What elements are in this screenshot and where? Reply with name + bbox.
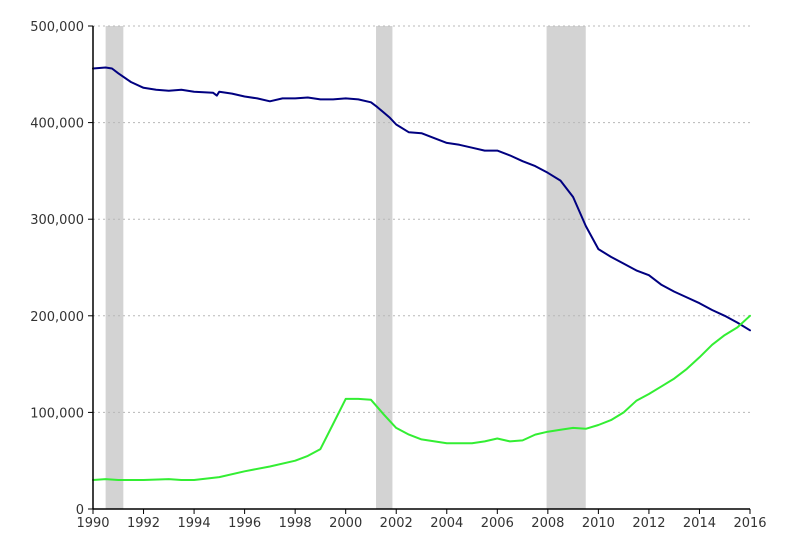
x-tick-label: 1994 bbox=[178, 516, 211, 531]
x-tick-label: 2010 bbox=[582, 516, 615, 531]
y-tick-label: 400,000 bbox=[30, 117, 84, 132]
x-tick-label: 2006 bbox=[481, 516, 514, 531]
x-tick-label: 2002 bbox=[380, 516, 413, 531]
recession-band bbox=[376, 26, 393, 509]
series-line-2 bbox=[92, 314, 751, 481]
x-tick-label: 2004 bbox=[430, 516, 463, 531]
x-tick-label: 2012 bbox=[632, 516, 665, 531]
x-tick-label: 1992 bbox=[127, 516, 160, 531]
y-tick-label: 200,000 bbox=[30, 310, 84, 325]
x-tick-label: 1998 bbox=[279, 516, 312, 531]
y-tick-label: 500,000 bbox=[30, 20, 84, 35]
y-tick-label: 300,000 bbox=[30, 213, 84, 228]
recession-band bbox=[546, 26, 586, 509]
x-axis-ticks: 1990 1992 1994 1996 1998 2000 2002 2004 2006 2008… bbox=[76, 509, 767, 531]
series-lines bbox=[92, 66, 751, 481]
axes bbox=[92, 26, 750, 510]
x-tick-label: 1996 bbox=[228, 516, 261, 531]
y-tick-label: 0 bbox=[76, 503, 84, 518]
y-axis-ticks: 0 100,000 200,000 300,000 400,000 500,000 bbox=[30, 20, 93, 518]
gridlines bbox=[93, 25, 750, 413]
series-line-1 bbox=[92, 66, 751, 332]
y-tick-label: 100,000 bbox=[30, 406, 84, 421]
x-tick-label: 2016 bbox=[733, 516, 766, 531]
recession-band bbox=[105, 26, 124, 509]
x-tick-label: 2014 bbox=[683, 516, 716, 531]
x-tick-label: 2008 bbox=[531, 516, 564, 531]
x-tick-label: 2000 bbox=[329, 516, 362, 531]
x-tick-label: 1990 bbox=[76, 516, 109, 531]
